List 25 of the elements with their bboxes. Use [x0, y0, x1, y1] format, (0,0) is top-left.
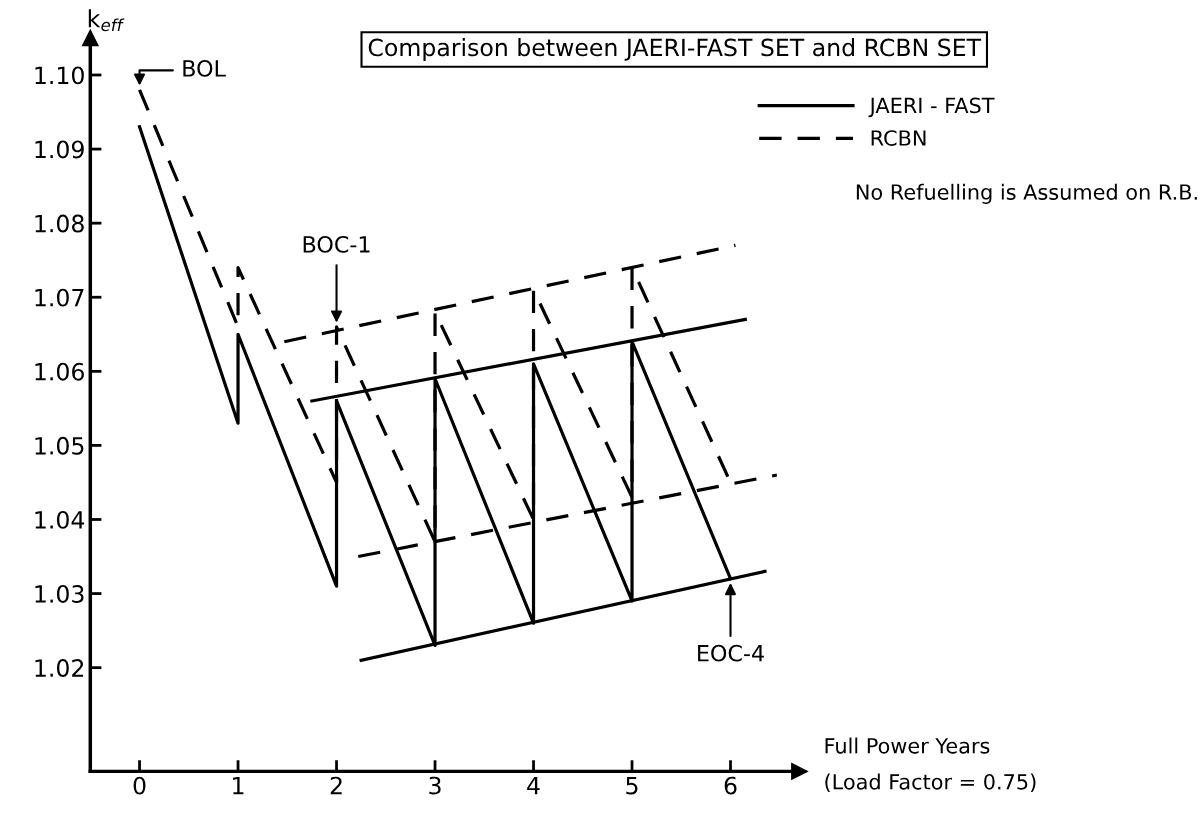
y-tick-label: 1.07 — [35, 288, 84, 307]
x-tick-label: 1 — [233, 776, 244, 795]
annotation: EOC-4 — [698, 644, 764, 662]
x-tick-label: 3 — [429, 776, 441, 795]
x-tick-label: 6 — [724, 776, 737, 795]
y-tick-label: 1.05 — [35, 436, 84, 455]
y-tick-label: 1.10 — [35, 66, 84, 85]
y-tick-label: 1.08 — [35, 214, 84, 233]
y-tick-label: 1.03 — [35, 585, 84, 603]
x-tick-label: 0 — [133, 776, 146, 795]
x-tick-label: 4 — [527, 776, 540, 795]
legend-label: JAERI - FAST — [868, 97, 995, 118]
x-tick-label: 5 — [626, 776, 638, 795]
y-tick-label: 1.02 — [35, 659, 84, 677]
annotation: BOL — [183, 60, 226, 77]
x-tick-label: 2 — [330, 776, 342, 795]
x-axis-title: Full Power Years (Load Factor = 0.75) — [825, 737, 1036, 793]
y-tick-label: 1.06 — [35, 362, 84, 381]
chart-title: Comparison between JAERI-FAST SET and RCBN SET — [368, 38, 982, 61]
y-tick-label: 1.04 — [35, 510, 85, 529]
text: No Refuelling is Assumed on R.B. — [856, 183, 1197, 204]
annotation: BOC-1 — [303, 235, 370, 253]
y-axis-title: k$_{eff}$ — [88, 9, 125, 32]
y-tick-label: 1.09 — [35, 140, 84, 159]
legend-label: RCBN — [871, 130, 926, 146]
